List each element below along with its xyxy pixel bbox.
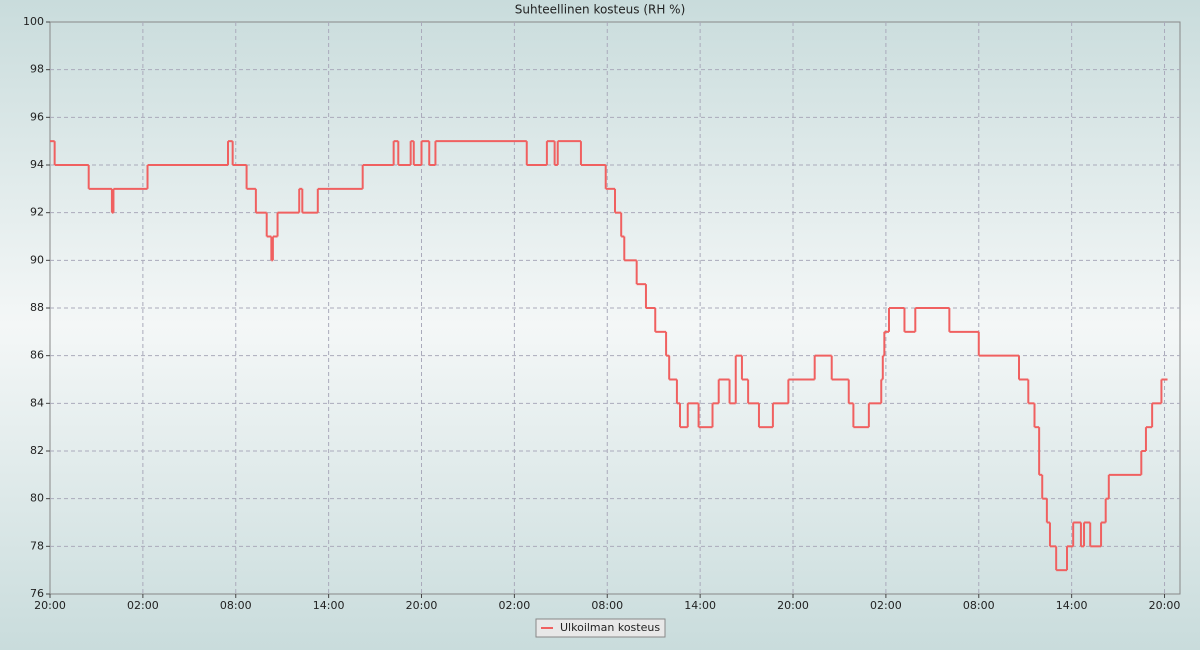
y-tick-label: 94 bbox=[30, 158, 44, 171]
x-tick-label: 20:00 bbox=[34, 599, 66, 612]
x-tick-label: 14:00 bbox=[684, 599, 716, 612]
legend-label: Ulkoilman kosteus bbox=[560, 621, 660, 634]
y-tick-label: 88 bbox=[30, 301, 44, 314]
y-tick-label: 92 bbox=[30, 206, 44, 219]
chart-title: Suhteellinen kosteus (RH %) bbox=[515, 3, 686, 17]
x-tick-label: 14:00 bbox=[1056, 599, 1088, 612]
y-tick-label: 90 bbox=[30, 253, 44, 266]
y-tick-label: 78 bbox=[30, 539, 44, 552]
x-tick-label: 02:00 bbox=[499, 599, 531, 612]
x-tick-label: 20:00 bbox=[777, 599, 809, 612]
x-tick-label: 08:00 bbox=[591, 599, 623, 612]
x-tick-label: 08:00 bbox=[220, 599, 252, 612]
y-tick-label: 82 bbox=[30, 444, 44, 457]
x-tick-label: 20:00 bbox=[1149, 599, 1181, 612]
y-tick-label: 86 bbox=[30, 349, 44, 362]
x-tick-label: 02:00 bbox=[127, 599, 159, 612]
y-tick-label: 96 bbox=[30, 110, 44, 123]
y-tick-label: 84 bbox=[30, 396, 44, 409]
y-tick-label: 76 bbox=[30, 587, 44, 600]
legend-box bbox=[535, 618, 666, 638]
x-tick-label: 02:00 bbox=[870, 599, 902, 612]
y-tick-label: 100 bbox=[23, 15, 44, 28]
x-tick-label: 20:00 bbox=[406, 599, 438, 612]
y-tick-label: 80 bbox=[30, 492, 44, 505]
x-tick-label: 08:00 bbox=[963, 599, 995, 612]
x-tick-label: 14:00 bbox=[313, 599, 345, 612]
y-tick-label: 98 bbox=[30, 63, 44, 76]
